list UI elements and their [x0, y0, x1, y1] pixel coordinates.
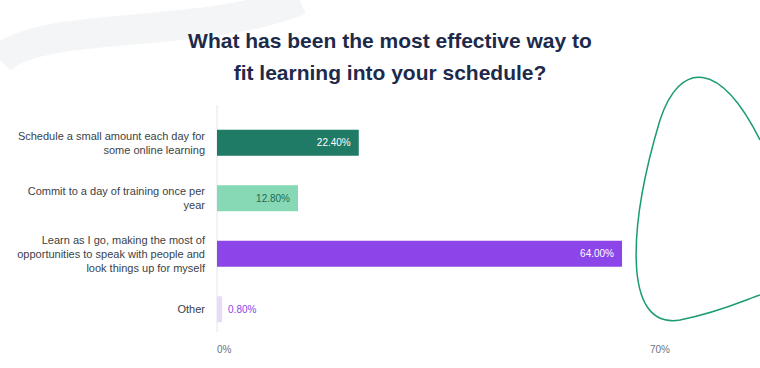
title: What has been the most effective way to f…: [188, 29, 592, 84]
category-label: Other: [177, 303, 205, 315]
bar: [217, 130, 359, 156]
decoration: [636, 77, 760, 320]
category-line: look things up for myself: [86, 262, 206, 274]
category-line: Commit to a day of training once per: [28, 185, 206, 197]
title-line: fit learning into your schedule?: [234, 61, 547, 84]
category-line: Other: [177, 303, 205, 315]
chart: What has been the most effective way to f…: [0, 0, 760, 368]
category-label: Learn as I go, making the most of opportu…: [17, 234, 206, 274]
data-label: 12.80%: [256, 193, 290, 204]
category-label: Commit to a day of training once per year: [28, 185, 206, 211]
data-label: 64.00%: [580, 248, 614, 259]
category-line: some online learning: [103, 144, 205, 156]
category-line: Learn as I go, making the most of: [42, 234, 206, 246]
data-label: 0.80%: [228, 304, 256, 315]
bar: [217, 185, 298, 211]
tick-label: 0%: [217, 344, 232, 355]
category-line: year: [184, 199, 206, 211]
bar: [217, 241, 622, 267]
data-label: 22.40%: [317, 137, 351, 148]
title-line: What has been the most effective way to: [188, 29, 592, 52]
bar: [217, 296, 222, 322]
tick-label: 70%: [650, 344, 670, 355]
category-line: Schedule a small amount each day for: [18, 130, 205, 142]
category-label: Schedule a small amount each day for some…: [18, 130, 205, 156]
category-line: opportunities to speak with people and: [17, 248, 205, 260]
